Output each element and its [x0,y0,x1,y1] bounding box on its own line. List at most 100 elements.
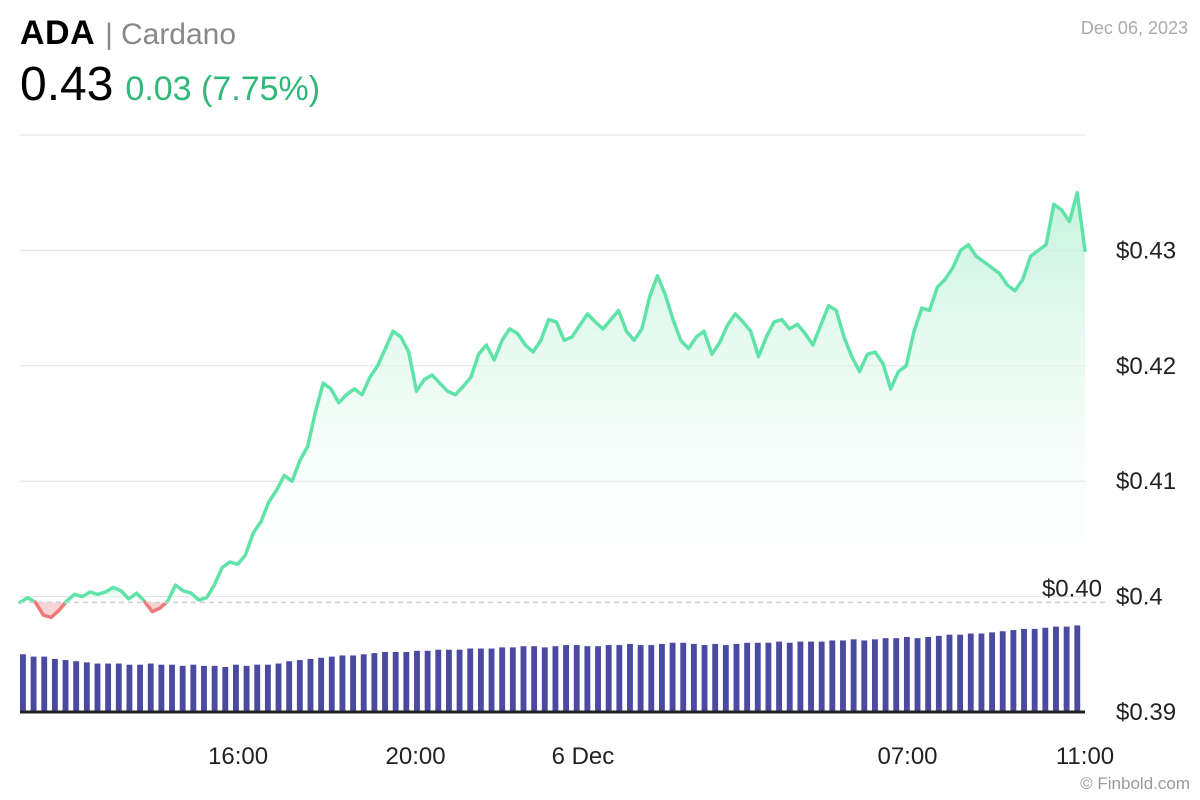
volume-bar [20,654,26,712]
volume-bar [147,663,154,712]
volume-bar [680,642,687,712]
volume-bar [946,634,953,712]
y-axis-labels: $0.43 $0.42 $0.41 $0.4 $0.39 [1116,237,1176,726]
volume-bar [477,648,484,712]
volume-bar [414,650,420,712]
price-area: $0.40 [18,190,1105,620]
y-tick-label: $0.41 [1116,468,1176,495]
volume-bar [328,656,335,712]
y-tick-label: $0.43 [1116,237,1176,264]
volume-bar [190,664,197,712]
price-line-down [33,600,68,620]
volume-bar [1053,626,1059,712]
volume-bar [935,635,942,712]
volume-bar [1074,625,1081,712]
volume-bar [179,665,186,712]
volume-bar [786,642,793,712]
y-tick-label: $0.4 [1116,584,1163,611]
volume-bar [531,646,538,712]
volume-bar [137,664,144,712]
volume-bar [1010,630,1017,712]
volume-bar [318,657,325,712]
volume-bar [797,641,804,712]
volume-bar [722,645,729,712]
volume-bar [424,650,431,712]
volume-bar [456,649,463,712]
volume-bar [201,665,207,712]
volume-bar [62,660,69,712]
volume-bar [669,642,676,712]
volume-bar [861,640,868,712]
volume-bar [446,649,452,712]
volume-bar [1031,628,1038,712]
volume-bar [893,638,900,712]
volume-bar [627,643,633,712]
volume-bar [467,648,474,712]
volume-bar [818,641,825,712]
volume-bar [51,658,58,712]
chart-date: Dec 06, 2023 [1080,18,1188,38]
volume-bar [712,643,719,712]
volume-bar [541,647,548,712]
volume-bar [999,631,1006,712]
volume-bar [211,665,218,712]
volume-bar [701,645,708,712]
volume-bar [382,651,388,712]
volume-bar [978,633,985,712]
volume-bar [563,645,570,712]
volume-bar [360,654,367,712]
asset-header: ADA | Cardano 0.43 0.03 (7.75%) [20,14,320,112]
volume-bar [1042,627,1049,712]
x-tick-label: 20:00 [386,743,446,770]
x-tick-label: 11:00 [1056,743,1114,770]
price-line-up [18,596,38,605]
volume-bar [595,646,601,712]
volume-bar [776,641,783,712]
volume-bar [350,655,357,712]
volume-bar [637,645,644,712]
volume-bar [222,666,229,712]
price-area-up [65,587,146,603]
y-tick-label: $0.39 [1116,699,1176,726]
asset-name: Cardano [120,18,237,51]
volume-bar [115,663,122,712]
price-area-up [166,192,1085,603]
volume-bar [233,664,239,712]
volume-bar [30,656,37,712]
volume-bar [488,648,495,712]
volume-bar [169,664,175,712]
x-tick-label: 07:00 [877,743,937,770]
volume-bar [914,638,921,712]
volume-bar [882,638,889,712]
volume-bar [499,647,506,712]
volume-bar [989,632,996,712]
volume-bar [584,646,591,712]
volume-bar [41,656,48,712]
volume-bar [659,643,665,712]
volume-bar [403,651,410,712]
price-line-down [143,600,169,614]
volume-bar [690,643,697,712]
volume-bar [105,663,112,712]
volume-bars [20,625,1085,714]
volume-bar [73,661,80,712]
volume-bar [903,636,910,712]
volume-bar [616,645,623,712]
volume-bar [754,642,761,712]
volume-bar [126,664,133,712]
y-tick-label: $0.42 [1116,353,1176,380]
volume-bar [94,663,101,712]
volume-bar [765,642,772,712]
x-tick-label: 16:00 [208,743,268,770]
current-price: 0.43 [20,58,114,111]
volume-bar [243,665,250,712]
volume-bar [1021,628,1027,712]
ticker-symbol: ADA [20,14,96,52]
volume-bar [254,664,261,712]
volume-bar [967,633,974,712]
volume-bar [520,646,527,712]
volume-bar [733,643,740,712]
volume-bar [648,645,655,712]
volume-bar [840,640,846,712]
